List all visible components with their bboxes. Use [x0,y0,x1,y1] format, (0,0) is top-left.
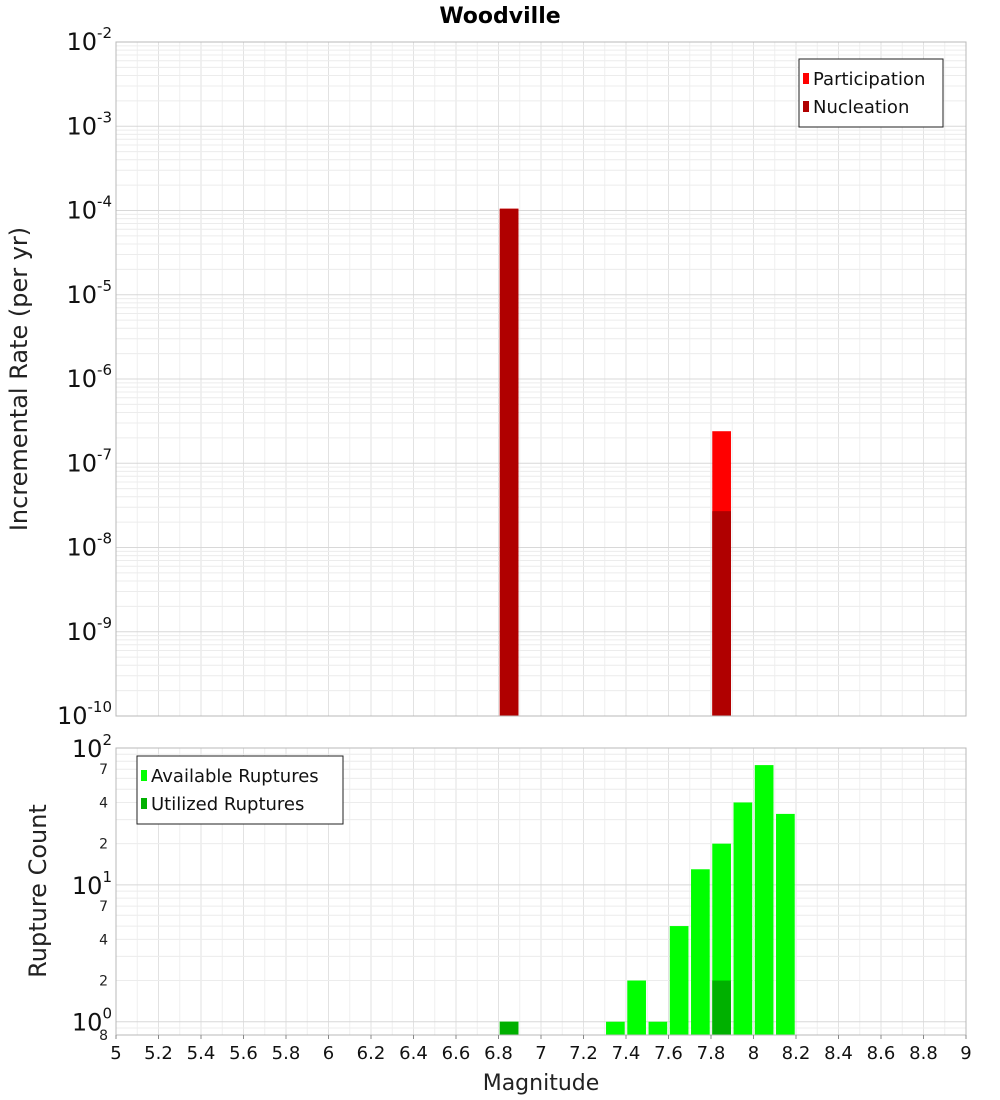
x-tick-label: 8.4 [824,1043,853,1064]
rate-y-tick-label: 10-3 [66,108,112,140]
rate-y-tick-label: 10-9 [66,614,112,646]
count-y-minor-tick-label: 4 [99,795,108,811]
rate-plot-border [115,41,967,717]
x-tick-label: 7.6 [654,1043,683,1064]
available-ruptures-bar [648,1021,668,1035]
count-legend-label: Utilized Ruptures [151,794,304,815]
rate-legend: Participation Nucleation [798,58,944,128]
rate-legend-label: Participation [813,69,925,90]
x-tick-label: 5 [110,1043,121,1064]
count-y-ticks: 102 101 100 7 4 2 7 4 2 8 [72,731,112,1044]
x-tick-label: 6.4 [399,1043,428,1064]
available-ruptures-bar [776,813,795,1035]
x-tick-label: 5.8 [272,1043,301,1064]
x-tick-label: 5.2 [144,1043,173,1064]
x-tick-label: 6.8 [484,1043,513,1064]
x-tick-label: 8 [748,1043,759,1064]
x-tick-label: 7.2 [569,1043,598,1064]
count-bars [499,765,795,1035]
count-y-major-tick-label: 102 [72,731,112,763]
rate-y-tick-label: 10-10 [57,698,112,730]
count-y-minor-tick-label: 7 [99,899,108,915]
rate-y-tick-label: 10-2 [66,24,112,56]
rate-y-tick-label: 10-8 [66,530,112,562]
rate-y-axis-label: Incremental Rate (per yr) [5,227,33,531]
count-y-major-tick-label: 101 [72,868,112,900]
rate-legend-swatch [803,73,809,84]
count-y-axis-label: Rupture Count [24,804,52,978]
utilized-ruptures-bar [499,1021,519,1035]
count-legend-swatch [141,770,147,781]
count-legend-box [136,755,344,825]
count-y-major-tick-label: 100 [72,1005,112,1037]
rate-grid [115,41,967,717]
x-axis-label: Magnitude [483,1071,600,1096]
rate-y-tick-label: 10-4 [66,193,112,225]
x-tick-label: 7.8 [697,1043,726,1064]
available-ruptures-bar [627,980,646,1035]
x-tick-label: 5.4 [187,1043,216,1064]
count-legend: Available Ruptures Utilized Ruptures [136,755,344,825]
x-tick-label: 6.6 [442,1043,471,1064]
available-ruptures-bar [754,765,774,1035]
count-y-minor-tick-label: 2 [99,837,108,853]
x-tick-label: 6 [323,1043,334,1064]
x-tick-label: 7 [535,1043,546,1064]
available-ruptures-bar [669,926,689,1035]
x-tick-label: 6.2 [357,1043,386,1064]
rate-y-tick-label: 10-5 [66,277,112,309]
x-tick-label: 7.4 [612,1043,641,1064]
count-y-minor-tick-label: 4 [99,932,108,948]
x-tick-label: 5.6 [229,1043,258,1064]
rate-y-ticks: 10-2 10-3 10-4 10-5 10-6 10-7 10-8 10-9 10-10 [57,24,112,730]
rate-bars [499,208,731,717]
rate-y-tick-label: 10-6 [66,361,112,393]
chart-title: Woodville [439,4,560,29]
x-axis-ticks: 5 5.2 5.4 5.6 5.8 6 6.2 6.4 6.6 6.8 7 7.2 7.4 7.6 7.8 8… [110,1035,972,1064]
rate-panel: 10-2 10-3 10-4 10-5 10-6 10-7 10-8 10-9 10-10 In… [5,24,967,730]
nucleation-bar [712,511,731,716]
count-panel: 102 101 100 7 4 2 7 4 2 8 Rupture Count Available… [24,731,967,1044]
rate-y-tick-label: 10-7 [66,445,112,477]
count-legend-swatch [141,798,147,809]
x-tick-label: 8.8 [909,1043,938,1064]
x-tick-label: 9 [960,1043,971,1064]
nucleation-bar [499,208,519,717]
x-tick-label: 8.2 [782,1043,811,1064]
rate-legend-label: Nucleation [813,97,909,118]
available-ruptures-bar [733,802,753,1035]
count-y-minor-tick-label: 2 [99,974,108,990]
count-y-minor-tick-label: 7 [99,762,108,778]
count-y-minor-tick-label: 8 [99,1028,108,1044]
count-legend-label: Available Ruptures [151,766,319,787]
x-tick-label: 8.6 [867,1043,896,1064]
rate-legend-swatch [803,101,809,112]
available-ruptures-bar [606,1021,625,1035]
rate-legend-box [798,58,944,128]
available-ruptures-bar [691,869,710,1035]
utilized-ruptures-bar [712,980,731,1035]
